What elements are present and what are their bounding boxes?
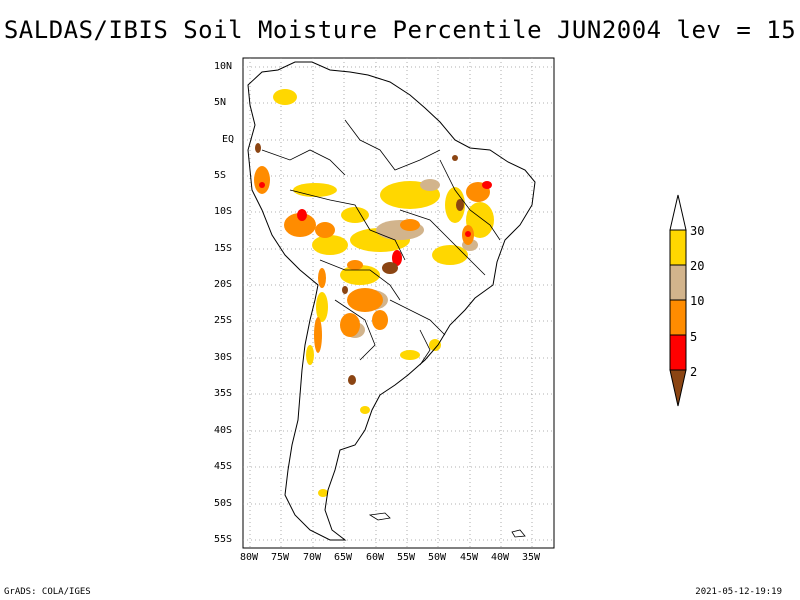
- lat-label: 35S: [214, 388, 233, 399]
- lat-label: 20S: [214, 279, 233, 290]
- lon-label: 40W: [491, 552, 510, 563]
- class-20-30: [273, 89, 494, 497]
- colorbar: [669, 194, 687, 407]
- lat-label: 25S: [214, 315, 233, 326]
- map-title: SALDAS/IBIS Soil Moisture Percentile JUN…: [3, 16, 797, 44]
- grid-lines: [243, 58, 554, 548]
- colorbar-label: 2: [690, 365, 698, 379]
- lat-label: 5S: [214, 170, 227, 181]
- colorbar-label: 20: [690, 259, 705, 273]
- lon-label: 70W: [303, 552, 322, 563]
- lat-label: 15S: [214, 243, 233, 254]
- lat-label: 10S: [214, 206, 233, 217]
- class-2-5: [259, 181, 492, 266]
- lon-label: 60W: [366, 552, 385, 563]
- lat-label: 50S: [214, 498, 233, 509]
- lat-label: 55S: [214, 534, 233, 545]
- class-5-10: [254, 166, 490, 353]
- footer-timestamp: 2021-05-12-19:19: [695, 587, 782, 597]
- lat-label: EQ: [222, 134, 235, 145]
- lon-label: 45W: [460, 552, 479, 563]
- country-borders: [261, 119, 501, 366]
- lon-label: 75W: [271, 552, 290, 563]
- continent-outline: [247, 61, 536, 541]
- lat-label: 45S: [214, 461, 233, 472]
- lon-label: 55W: [397, 552, 416, 563]
- lat-label: 10N: [214, 61, 233, 72]
- lon-label: 65W: [334, 552, 353, 563]
- lon-label: 80W: [240, 552, 259, 563]
- colorbar-label: 5: [690, 330, 698, 344]
- lat-label: 5N: [214, 97, 227, 108]
- map-frame: [242, 57, 555, 549]
- lon-label: 35W: [522, 552, 541, 563]
- footer-credit: GrADS: COLA/IGES: [4, 587, 91, 597]
- colorbar-label: 10: [690, 294, 705, 308]
- islands: [368, 512, 526, 538]
- lat-label: 40S: [214, 425, 233, 436]
- lat-label: 30S: [214, 352, 233, 363]
- lon-label: 50W: [428, 552, 447, 563]
- colorbar-label: 30: [690, 224, 705, 238]
- class-lt-2: [255, 143, 464, 385]
- percentile-field: [254, 89, 494, 497]
